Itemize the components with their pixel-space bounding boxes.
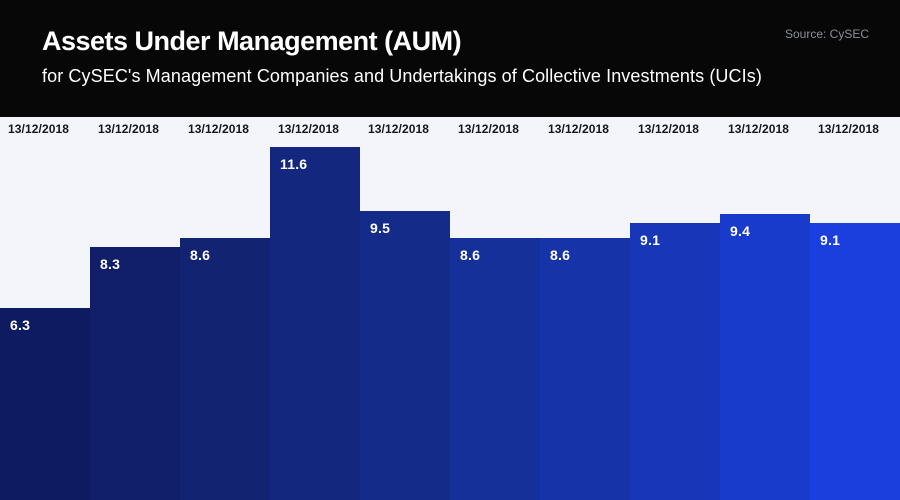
bar[interactable]: 8.3 [90,247,180,500]
category-label: 13/12/2018 [638,122,700,136]
category-label: 13/12/2018 [368,122,430,136]
category-label: 13/12/2018 [8,122,70,136]
bar-value-label: 8.3 [100,256,121,272]
bar-column: 9.1 [810,141,900,500]
bar[interactable]: 9.5 [360,211,450,500]
category-label: 13/12/2018 [458,122,520,136]
bar-value-label: 9.1 [820,232,841,248]
bar-column: 8.6 [450,141,540,500]
bar-value-label: 8.6 [190,247,211,263]
chart-header: Assets Under Management (AUM) for CySEC'… [0,0,900,117]
bar[interactable]: 9.4 [720,214,810,500]
bar[interactable]: 9.1 [810,223,900,500]
bar[interactable]: 9.1 [630,223,720,500]
bar-value-label: 11.6 [280,156,308,172]
bar-column: 9.1 [630,141,720,500]
page-subtitle: for CySEC's Management Companies and Und… [42,66,762,87]
category-label: 13/12/2018 [728,122,790,136]
bar-column: 9.4 [720,141,810,500]
category-label: 13/12/2018 [98,122,160,136]
bar-column: 8.6 [180,141,270,500]
bar-value-label: 8.6 [460,247,481,263]
category-label: 13/12/2018 [278,122,340,136]
bar-value-label: 8.6 [550,247,571,263]
bar-value-label: 9.1 [640,232,661,248]
bar[interactable]: 8.6 [540,238,630,500]
bar-column: 8.3 [90,141,180,500]
bar-column: 8.6 [540,141,630,500]
category-axis: 13/12/2018 13/12/2018 13/12/2018 13/12/2… [0,117,900,141]
bar-column: 11.6 [270,141,360,500]
category-label: 13/12/2018 [548,122,610,136]
bar-value-label: 6.3 [10,317,31,333]
bar-chart: 13/12/2018 13/12/2018 13/12/2018 13/12/2… [0,117,900,500]
category-label: 13/12/2018 [818,122,880,136]
plot-area: 6.3 8.3 8.6 11.6 9.5 [0,141,900,500]
category-label: 13/12/2018 [188,122,250,136]
bar-column: 6.3 [0,141,90,500]
source-attribution: Source: CySEC [784,27,869,41]
bar-value-label: 9.5 [370,220,391,236]
page-title: Assets Under Management (AUM) [42,26,462,56]
bar-value-label: 9.4 [730,223,751,239]
bar[interactable]: 8.6 [180,238,270,500]
bar[interactable]: 11.6 [270,147,360,500]
bar[interactable]: 6.3 [0,308,90,500]
bar-column: 9.5 [360,141,450,500]
bar[interactable]: 8.6 [450,238,540,500]
